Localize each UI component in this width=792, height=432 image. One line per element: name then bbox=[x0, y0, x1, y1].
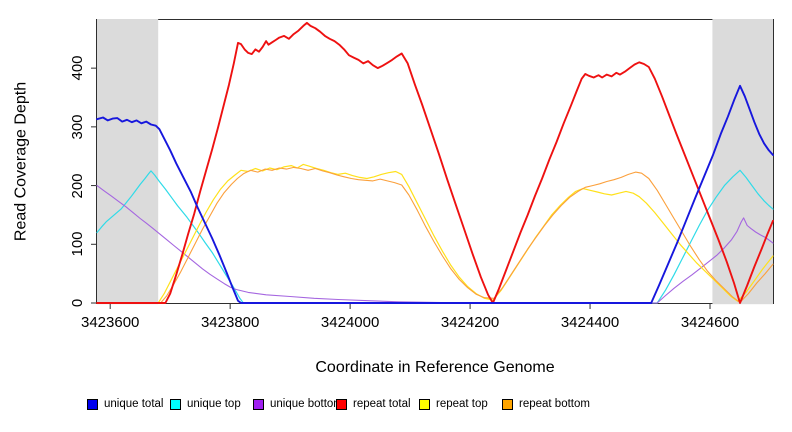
legend-label: unique bottom bbox=[270, 398, 343, 410]
legend-swatch-repeat-total bbox=[336, 398, 347, 410]
legend-item: unique total bbox=[87, 398, 163, 410]
y-tick-label: 200 bbox=[68, 173, 86, 199]
legend-item: unique top bbox=[170, 398, 241, 410]
legend-swatch-unique-top bbox=[170, 398, 181, 410]
legend-item: repeat total bbox=[336, 398, 411, 410]
legend-swatch-repeat-bottom bbox=[502, 398, 513, 410]
legend-swatch-unique-total bbox=[87, 398, 98, 410]
legend-label: repeat total bbox=[353, 398, 411, 410]
y-tick-label: 0 bbox=[68, 298, 86, 308]
legend-swatch-unique-bottom bbox=[253, 398, 264, 410]
legend-item: unique bottom bbox=[253, 398, 343, 410]
legend-swatch-repeat-top bbox=[419, 398, 430, 410]
legend-label: repeat top bbox=[436, 398, 488, 410]
x-tick-label: 3424200 bbox=[440, 314, 500, 331]
x-tick-label: 3423800 bbox=[200, 314, 260, 331]
series-line-repeat-bottom bbox=[96, 166, 774, 304]
legend: unique total unique top unique bottom re… bbox=[0, 398, 792, 414]
y-tick-label: 300 bbox=[68, 114, 86, 140]
series-line-unique-bottom bbox=[96, 185, 774, 304]
legend-item: repeat top bbox=[419, 398, 488, 410]
shaded-region bbox=[712, 19, 773, 305]
legend-label: unique total bbox=[104, 398, 164, 410]
x-tick-label: 3424600 bbox=[680, 314, 740, 331]
y-tick-label: 100 bbox=[68, 231, 86, 257]
y-axis-title: Read Coverage Depth bbox=[12, 81, 29, 242]
x-axis-title: Coordinate in Reference Genome bbox=[315, 359, 555, 376]
series-line-unique-total bbox=[96, 84, 774, 304]
x-tick-label: 3424000 bbox=[320, 314, 380, 331]
plot-frame bbox=[96, 19, 774, 304]
x-tick-label: 3424400 bbox=[560, 314, 620, 331]
x-tick-label: 3423600 bbox=[80, 314, 140, 331]
legend-label: unique top bbox=[187, 398, 241, 410]
series-line-repeat-top bbox=[96, 163, 774, 304]
shaded-region bbox=[97, 19, 159, 305]
series-line-repeat-total bbox=[96, 21, 774, 304]
y-tick-label: 400 bbox=[68, 55, 86, 81]
series-line-unique-top bbox=[96, 169, 774, 304]
legend-item: repeat bottom bbox=[502, 398, 590, 410]
legend-label: repeat bottom bbox=[519, 398, 590, 410]
